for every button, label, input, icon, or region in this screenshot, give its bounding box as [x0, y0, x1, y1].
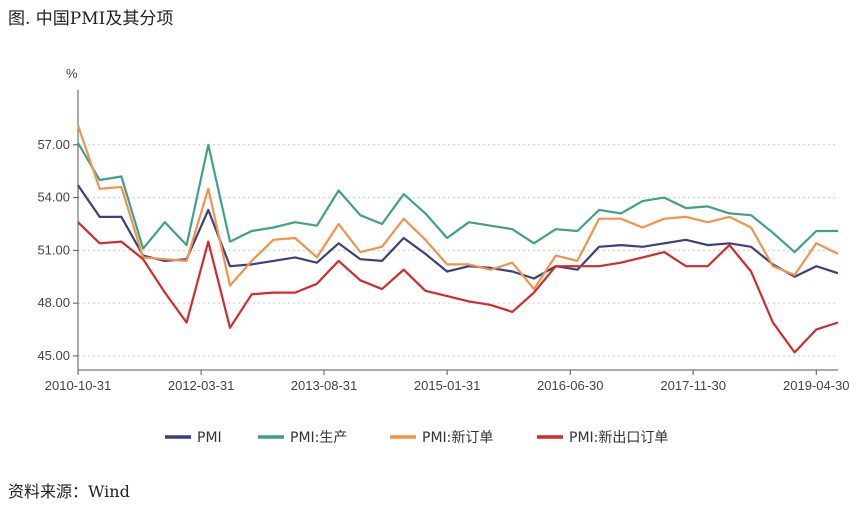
y-unit-label: % [66, 66, 78, 81]
figure-title: 图. 中国PMI及其分项 [8, 9, 174, 29]
source-note: 资料来源：Wind [8, 482, 130, 501]
y-tick-label: 51.00 [37, 242, 70, 257]
y-tick-labels: 45.00 48.00 51.00 54.00 57.00 [37, 137, 70, 363]
x-tick-label: 2015-01-31 [414, 378, 481, 393]
x-tick-label: 2019-04-30 [783, 378, 850, 393]
y-tick-label: 57.00 [37, 137, 70, 152]
x-tick-label: 2016-06-30 [537, 378, 604, 393]
legend-label: PMI:生产 [290, 430, 347, 446]
x-tick-label: 2013-08-31 [291, 378, 358, 393]
x-tick-labels: 2010-10-31 2012-03-31 2013-08-31 2015-01-31… [45, 378, 850, 393]
x-tick-label: 2012-03-31 [168, 378, 235, 393]
series-line-2 [76, 125, 839, 291]
series-line-3 [77, 221, 839, 354]
x-tick-label: 2017-11-30 [660, 378, 726, 393]
series-lines [76, 125, 839, 354]
x-tick-label: 2010-10-31 [45, 378, 112, 393]
legend-label: PMI:新出口订单 [569, 430, 668, 446]
y-tick-label: 54.00 [37, 190, 70, 205]
series-line-1 [77, 142, 838, 254]
legend-label: PMI [197, 430, 222, 446]
axes [73, 90, 838, 375]
y-tick-label: 48.00 [37, 295, 70, 310]
series-line-0 [77, 184, 839, 280]
legend: PMI PMI:生产 PMI:新订单 PMI:新出口订单 [165, 430, 668, 446]
legend-label: PMI:新订单 [422, 430, 493, 446]
y-tick-label: 45.00 [37, 348, 70, 363]
